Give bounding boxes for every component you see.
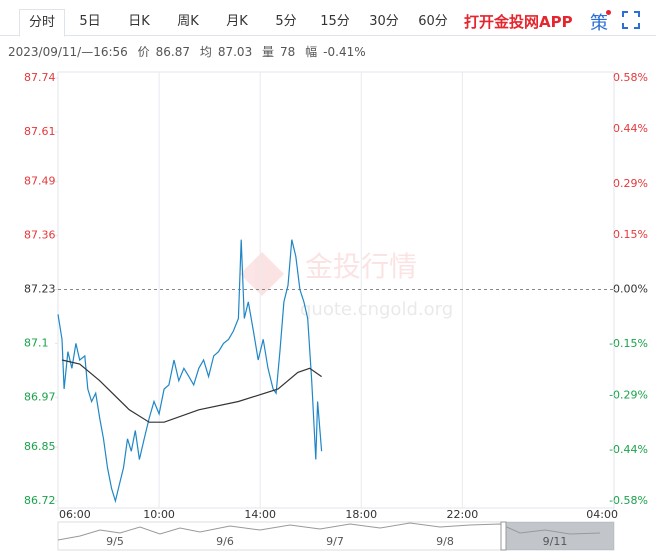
y2-tick-label: 0.15% [613,228,648,241]
toolbar: 打开金投网APP 策 分时 5日 日K 周K 月K 5分 15分 30分 60分 [0,0,656,37]
info-value: -0.41% [323,45,366,59]
x-tick-label: 18:00 [345,508,377,521]
navigator [57,521,615,551]
badge-dot [606,10,611,15]
watermark: 金投行情 quote.cngold.org [240,250,453,320]
info-time: 2023/09/11/—16:56 [8,45,128,59]
series-line [61,359,322,423]
y-tick-label: 87.23 [24,283,56,296]
info-bar: 2023/09/11/—16:56 价 86.87 均 87.03 量 78 幅 -0.… [8,43,372,60]
y-tick-label: 86.72 [24,494,56,507]
info-value: 86.87 [155,45,190,59]
app-link[interactable]: 打开金投网APP [464,13,573,31]
y-tick-label: 87.36 [24,229,56,242]
tab[interactable]: 15分 [320,14,350,29]
y2-tick-label: 0.44% [613,122,648,135]
x-tick-label: 10:00 [143,508,175,521]
tab[interactable]: 5日 [79,14,101,29]
y2-tick-label: 0.58% [613,71,648,84]
tab[interactable]: 5分 [275,14,297,29]
tab[interactable]: 60分 [418,14,448,29]
navigator-date: 9/11 [543,535,568,548]
tab[interactable]: 分时 [19,9,65,37]
y2-tick-label: 0.29% [613,177,648,190]
tab[interactable]: 月K [226,14,248,29]
y2-tick-label: 0.00% [613,283,648,296]
y-tick-label: 86.97 [24,390,56,403]
x-tick-label: 22:00 [447,508,479,521]
navigator-date: 9/8 [436,535,454,548]
y-tick-label: 87.1 [24,336,49,349]
info-value: 87.03 [217,45,253,59]
x-tick-label: 14:00 [244,508,276,521]
x-tick-label: 04:00 [586,508,618,521]
tab[interactable]: 30分 [369,14,399,29]
info-label: 价 [137,45,150,59]
fullscreen-icon[interactable] [622,11,640,29]
info-label: 均 [199,45,212,59]
x-tick-label: 06:00 [59,508,91,521]
y-tick-label: 87.74 [24,71,56,84]
navigator-date: 9/7 [326,535,344,548]
plot-frame [57,71,615,509]
y2-tick-label: -0.29% [609,388,648,401]
series-line [57,239,323,504]
strategy-button[interactable]: 策 [590,13,608,34]
y-tick-label: 86.85 [24,440,56,453]
tab[interactable]: 日K [128,14,150,29]
watermark-title: 金投行情 [305,250,417,283]
y-tick-label: 87.61 [24,125,56,138]
info-value: 78 [280,45,296,59]
y2-tick-label: -0.44% [609,443,648,456]
navigator-date: 9/5 [106,535,124,548]
y2-tick-label: -0.15% [609,337,648,350]
info-label: 量 [262,45,275,59]
info-label: 幅 [305,45,318,59]
navigator-date: 9/6 [216,535,234,548]
tab[interactable]: 周K [177,14,199,29]
y2-tick-label: -0.58% [609,494,648,507]
watermark-url: quote.cngold.org [300,299,453,320]
y-tick-label: 87.49 [24,175,56,188]
